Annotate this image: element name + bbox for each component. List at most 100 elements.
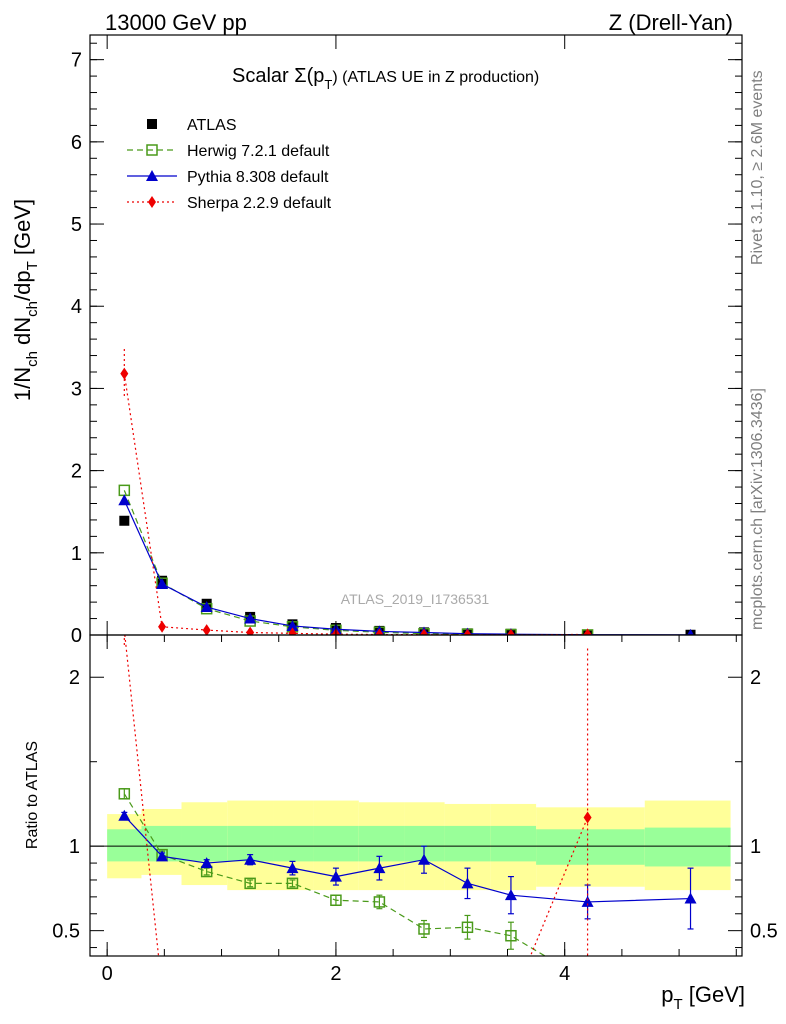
data-point [420, 987, 428, 999]
data-point [158, 984, 166, 996]
data-point [244, 853, 257, 865]
data-point [506, 628, 515, 635]
y-tick-label: 0 [71, 625, 82, 647]
x-tick-label: 0 [102, 963, 113, 985]
main-series-2 [118, 494, 694, 635]
data-point [461, 921, 474, 934]
ratio-frame [89, 634, 743, 957]
data-point [375, 628, 384, 635]
data-point [463, 628, 472, 635]
y-tick-label: 7 [71, 50, 82, 72]
watermark: ATLAS_2019_I1736531 [341, 591, 490, 607]
data-point [246, 626, 255, 635]
data-point [373, 896, 386, 908]
ratio-y-tick-label-right: 1 [750, 836, 761, 858]
data-point [332, 989, 340, 1001]
ratio-series-line [123, 815, 691, 903]
y-tick-label: 2 [71, 461, 82, 483]
y-tick-label: 5 [71, 214, 82, 236]
data-point [119, 515, 130, 526]
uncertainty-band-inner [273, 825, 314, 862]
data-point [583, 976, 593, 986]
legend-marker [146, 170, 158, 181]
data-point [286, 862, 299, 874]
data-point [373, 862, 386, 874]
ratio-series-1 [118, 809, 697, 930]
main-series-line [123, 499, 691, 635]
main-title: Scalar Σ(pT) (ATLAS UE in Z production) [232, 65, 539, 92]
data-point [684, 892, 697, 904]
data-point [244, 877, 256, 890]
data-point [463, 992, 471, 1004]
main-panel: 0 1 2 3 4 5 6 7 [71, 34, 743, 647]
legend-item: ATLAS [147, 117, 237, 134]
data-point [158, 620, 167, 633]
x-tick-label: 4 [559, 963, 570, 985]
uncertainty-band-inner [181, 825, 228, 862]
legend-marker [146, 144, 158, 156]
data-point [418, 923, 430, 935]
ratio-y-tick-label: 2 [69, 667, 80, 689]
data-point [583, 628, 592, 635]
x-tick-label: 2 [330, 963, 341, 985]
y-tick-label: 6 [71, 132, 82, 154]
data-point [286, 877, 299, 890]
legend-item: Herwig 7.2.1 default [127, 143, 330, 160]
data-point [200, 857, 213, 869]
uncertainty-band-inner [313, 825, 359, 862]
ratio-panel: 0.5 0.5 1 1 2 2 0 2 4 [52, 634, 778, 1009]
rivet-label: Rivet 3.1.10, ≥ 2.6M events [749, 70, 766, 265]
header-left: 13000 GeV pp [105, 10, 247, 35]
data-point [202, 624, 211, 635]
legend-item: Pythia 8.308 default [127, 169, 329, 186]
data-point [329, 870, 342, 882]
data-point [507, 997, 515, 1009]
legend-marker [147, 119, 157, 129]
uncertainty-band-inner [490, 825, 537, 862]
ratio-y-label: Ratio to ATLAS [24, 741, 41, 849]
y-tick-label: 1 [71, 543, 82, 565]
data-point [286, 619, 299, 631]
ratio-y-tick-label-right: 0.5 [750, 921, 778, 943]
ratio-y-tick-label: 0.5 [52, 921, 80, 943]
uncertainty-band-inner [358, 825, 405, 862]
data-point [375, 989, 383, 1001]
data-point [330, 894, 342, 906]
legend-marker [148, 196, 156, 208]
data-point [118, 494, 131, 506]
uncertainty-band-inner [444, 825, 491, 862]
main-series-line [123, 490, 588, 635]
uncertainty-band-inner [107, 829, 142, 862]
ratio-y-tick-label: 1 [69, 836, 80, 858]
data-point [505, 929, 517, 942]
header-right: Z (Drell-Yan) [609, 10, 733, 35]
legend-label: ATLAS [187, 117, 237, 134]
data-point [504, 889, 517, 901]
ratio-y-tick-label-right: 2 [750, 667, 761, 689]
legend-label: Pythia 8.308 default [187, 169, 329, 186]
main-series-0 [119, 515, 696, 635]
legend-item: Sherpa 2.2.9 default [127, 195, 332, 212]
data-point [288, 627, 297, 635]
data-point [288, 984, 296, 996]
legend-label: Sherpa 2.2.9 default [187, 195, 332, 212]
x-axis-label: pT [GeV] [661, 982, 745, 1013]
data-point [581, 895, 594, 907]
ratio-series-0 [118, 788, 593, 986]
mcplots-label: mcplots.cern.ch [arXiv:1306.3436] [749, 388, 766, 630]
data-point [200, 601, 213, 613]
y-tick-label: 3 [71, 378, 82, 400]
data-point [123, 635, 125, 636]
data-point [156, 850, 169, 862]
uncertainty-band-inner [536, 829, 645, 865]
data-point [461, 877, 474, 889]
uncertainty-band-inner [644, 827, 731, 867]
data-point [246, 987, 254, 999]
main-y-label: 1/Nch dNch/dpT [GeV] [10, 199, 41, 401]
legend-label: Herwig 7.2.1 default [187, 143, 330, 160]
main-series-1 [118, 484, 594, 635]
data-point [420, 628, 429, 635]
ratio-plot-area [90, 635, 742, 1009]
data-point [687, 628, 694, 635]
